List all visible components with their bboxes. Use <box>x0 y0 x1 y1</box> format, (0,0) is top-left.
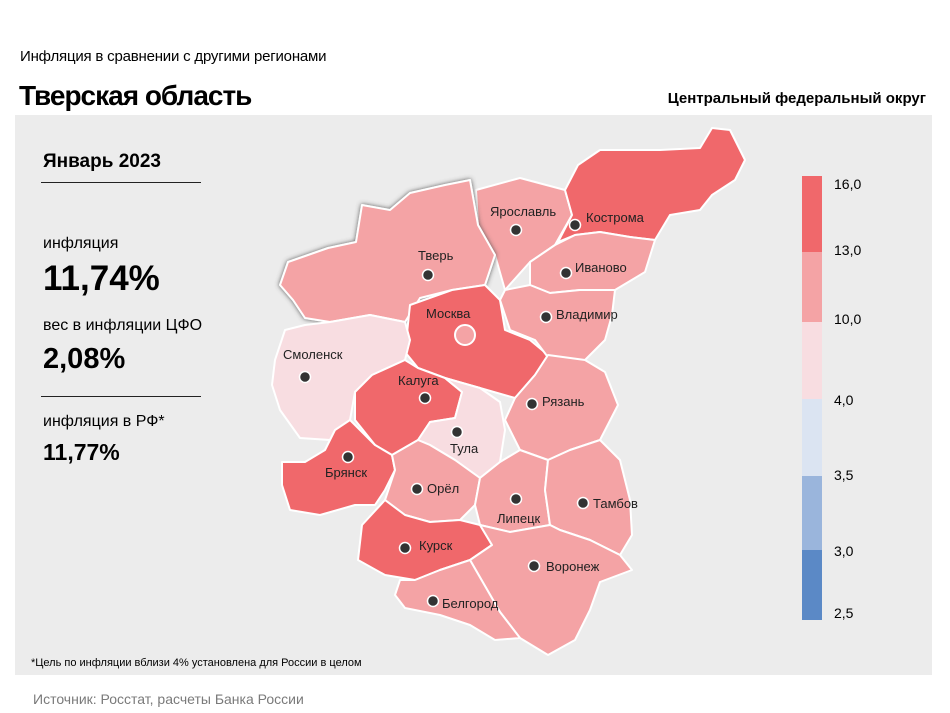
city-marker <box>426 594 440 608</box>
region-1 <box>557 127 746 243</box>
legend-tick: 4,0 <box>834 392 854 408</box>
legend-segment <box>802 399 822 476</box>
city-marker <box>539 310 553 324</box>
region-label: Липецк <box>497 511 541 526</box>
region-8 <box>504 354 619 461</box>
legend-tick: 10,0 <box>834 311 862 327</box>
subtitle: Инфляция в сравнении с другими регионами <box>20 48 327 65</box>
capital-marker <box>454 324 476 346</box>
region-label: Москва <box>426 306 471 321</box>
region-label: Тверь <box>418 248 454 263</box>
region-label: Воронеж <box>546 559 600 574</box>
divider <box>41 396 201 397</box>
footnote: *Цель по инфляции вблизи 4% установлена … <box>31 657 362 669</box>
region-label: Калуга <box>398 373 439 388</box>
city-marker <box>559 266 573 280</box>
region-label: Владимир <box>556 307 618 322</box>
period-label: Январь 2023 <box>43 151 161 172</box>
region-label: Иваново <box>575 260 627 275</box>
legend-segment <box>802 322 822 399</box>
region-label: Белгород <box>442 596 499 611</box>
legend-segment <box>802 252 822 322</box>
legend-segment <box>802 176 822 252</box>
page-title: Тверская область <box>19 80 252 111</box>
source-note: Источник: Росстат, расчеты Банка России <box>33 691 304 707</box>
city-marker <box>568 218 582 232</box>
region-label: Кострома <box>586 210 645 225</box>
inflation-label: инфляция <box>43 235 119 252</box>
region-label: Ярославль <box>490 204 556 219</box>
city-marker <box>398 541 412 555</box>
region-label: Рязань <box>542 394 585 409</box>
rf-inflation-label: инфляция в РФ* <box>43 413 165 430</box>
city-marker <box>418 391 432 405</box>
region-label: Орёл <box>427 481 459 496</box>
city-marker <box>509 492 523 506</box>
legend-tick: 3,5 <box>834 467 854 483</box>
region-label: Тула <box>450 441 479 456</box>
region-6 <box>271 314 411 441</box>
region-16 <box>394 559 521 641</box>
city-marker <box>527 559 541 573</box>
legend-tick: 13,0 <box>834 242 862 258</box>
region-label: Тамбов <box>593 496 638 511</box>
city-marker <box>410 482 424 496</box>
legend-segment <box>802 476 822 550</box>
region-2 <box>279 179 496 323</box>
region-11 <box>384 439 481 523</box>
rf-inflation-value: 11,77% <box>43 439 120 465</box>
legend-tick: 16,0 <box>834 176 862 192</box>
legend-tick: 2,5 <box>834 605 854 621</box>
city-marker <box>298 370 312 384</box>
city-marker <box>509 223 523 237</box>
city-marker <box>450 425 464 439</box>
weight-value: 2,08% <box>43 343 126 375</box>
weight-label: вес в инфляции ЦФО <box>43 317 203 334</box>
region-label: Брянск <box>325 465 367 480</box>
legend-segment <box>802 550 822 620</box>
region-5 <box>499 284 616 361</box>
region-label: Курск <box>419 538 453 553</box>
inflation-value: 11,74% <box>43 259 160 298</box>
divider <box>41 182 201 183</box>
legend-tick: 3,0 <box>834 543 854 559</box>
city-marker <box>525 397 539 411</box>
district-label: Центральный федеральный округ <box>667 90 926 107</box>
city-marker <box>341 450 355 464</box>
region-label: Смоленск <box>283 347 343 362</box>
city-marker <box>421 268 435 282</box>
city-marker <box>576 496 590 510</box>
region-13 <box>544 439 633 556</box>
